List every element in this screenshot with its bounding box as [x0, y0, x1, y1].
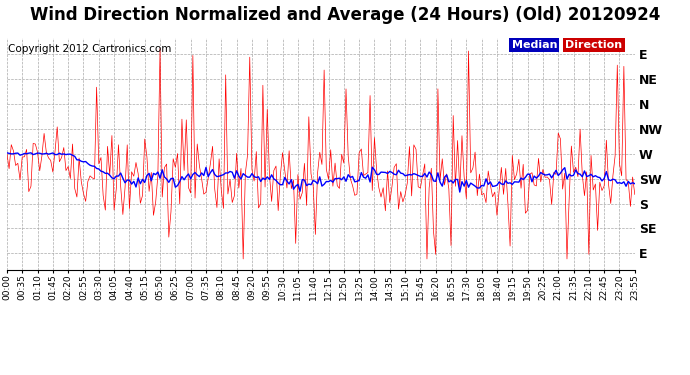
Text: Median: Median [511, 40, 557, 50]
Text: Copyright 2012 Cartronics.com: Copyright 2012 Cartronics.com [8, 45, 172, 54]
Text: Direction: Direction [565, 40, 622, 50]
Text: Wind Direction Normalized and Average (24 Hours) (Old) 20120924: Wind Direction Normalized and Average (2… [30, 6, 660, 24]
